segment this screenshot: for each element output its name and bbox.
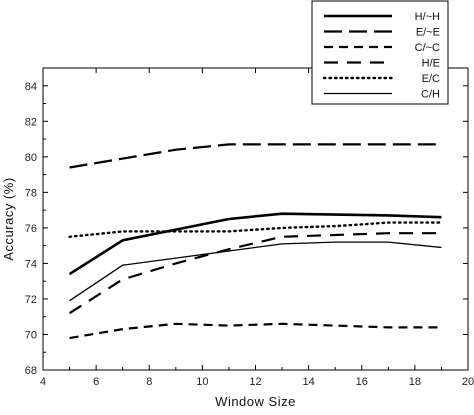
series-line-1 bbox=[68, 212, 442, 276]
x-tick-label: 16 bbox=[356, 376, 368, 388]
legend-label: E/C bbox=[422, 73, 440, 85]
legend-label: C/H bbox=[421, 89, 440, 101]
legend-label: C/~C bbox=[415, 42, 440, 54]
y-axis-title: Accuracy (%) bbox=[1, 177, 16, 260]
series-line-2 bbox=[69, 143, 442, 169]
legend: H/~H E/~E C/~C H/E E/C C/H bbox=[311, 0, 449, 105]
y-tick-label: 68 bbox=[25, 365, 37, 377]
y-tick-label: 80 bbox=[25, 152, 37, 164]
x-axis-title: Window Size bbox=[215, 394, 296, 409]
x-tick-label: 18 bbox=[409, 376, 421, 388]
y-tick-label: 76 bbox=[25, 223, 37, 235]
legend-label: H/~H bbox=[415, 11, 440, 23]
x-tick-label: 8 bbox=[146, 376, 152, 388]
series-line-4 bbox=[68, 232, 442, 315]
legend-box bbox=[311, 0, 449, 105]
x-tick-label: 4 bbox=[40, 376, 46, 388]
legend-label: H/E bbox=[422, 58, 440, 70]
legend-label: E/~E bbox=[416, 27, 440, 39]
series-line-6 bbox=[69, 241, 442, 302]
y-tick-label: 70 bbox=[25, 329, 37, 341]
series-lines bbox=[68, 143, 443, 340]
x-tick-label: 14 bbox=[303, 376, 315, 388]
y-tick-label: 84 bbox=[25, 81, 37, 93]
y-tick-label: 78 bbox=[25, 187, 37, 199]
y-tick-label: 74 bbox=[25, 258, 37, 270]
x-tick-label: 10 bbox=[196, 376, 208, 388]
y-tick-label: 72 bbox=[25, 294, 37, 306]
series-line-5 bbox=[68, 221, 443, 238]
x-tick-label: 6 bbox=[93, 376, 99, 388]
y-tick-label: 82 bbox=[25, 116, 37, 128]
series-line-3 bbox=[69, 322, 442, 340]
x-tick-label: 12 bbox=[249, 376, 261, 388]
x-tick-label: 20 bbox=[462, 376, 474, 388]
